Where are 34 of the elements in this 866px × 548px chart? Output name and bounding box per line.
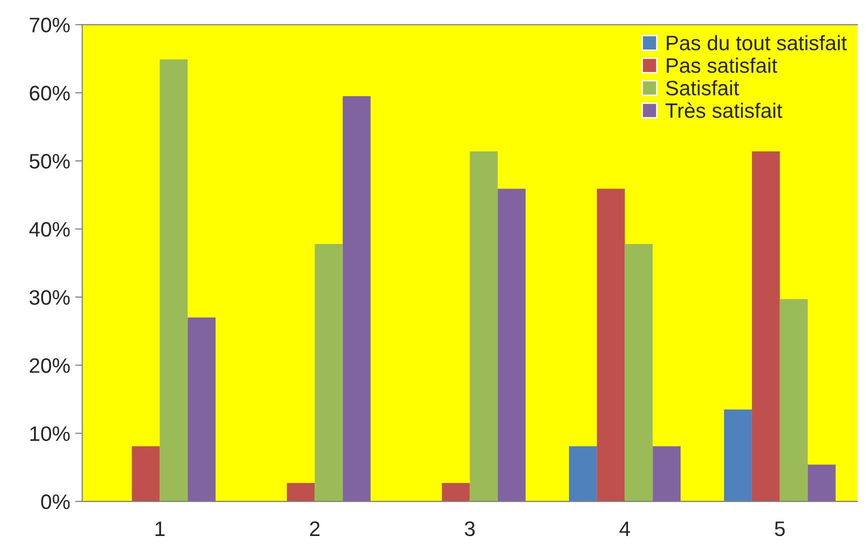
legend-label: Pas du tout satisfait — [666, 35, 847, 50]
bar — [188, 318, 216, 502]
bar — [624, 244, 653, 502]
x-tick-label: 2 — [310, 521, 320, 536]
bar — [498, 188, 526, 502]
y-tick-label: 60% — [30, 86, 70, 101]
x-tick-label: 1 — [156, 522, 165, 536]
y-tick-label: 30% — [30, 290, 70, 305]
legend-label: Satisfait — [666, 80, 740, 96]
bar — [442, 483, 470, 502]
legend-label: Très satisfait — [666, 102, 782, 118]
y-tick-label: 0% — [41, 494, 70, 510]
y-tick-label: 10% — [30, 426, 70, 442]
x-tick-label: 3 — [464, 521, 475, 536]
bar — [569, 446, 597, 502]
bar — [160, 59, 188, 502]
bar — [724, 409, 752, 502]
bar — [286, 483, 315, 502]
bar — [780, 299, 808, 502]
bar — [752, 151, 780, 502]
x-tick-label: 4 — [620, 522, 630, 536]
bar — [342, 96, 371, 502]
y-tick-label: 40% — [29, 222, 70, 237]
bar — [596, 188, 625, 502]
y-tick-label: 70% — [30, 18, 70, 32]
legend-label: Pas satisfait — [666, 58, 778, 73]
x-tick-label: 5 — [774, 522, 785, 536]
bar — [314, 244, 343, 502]
bar — [652, 446, 681, 502]
y-tick-label: 50% — [30, 154, 70, 169]
y-tick-label: 20% — [30, 358, 70, 373]
bar — [132, 446, 160, 502]
bar — [808, 464, 836, 502]
bar — [470, 151, 498, 502]
